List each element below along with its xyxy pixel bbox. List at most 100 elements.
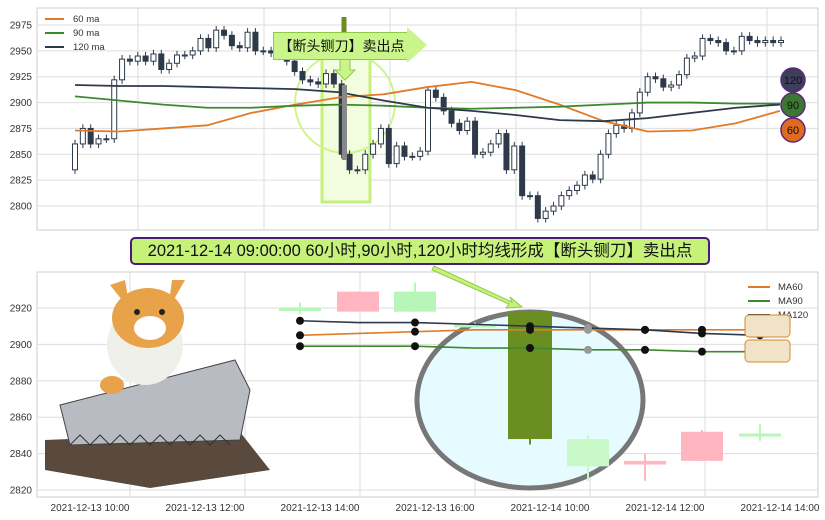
candle-body [715,40,722,44]
candle-body [472,120,479,155]
ma-point [641,325,649,334]
ma-point [411,318,419,327]
legend-label: 120 ma [73,42,105,53]
ma-point [641,345,649,354]
legend-label: 90 ma [73,28,100,39]
ma-point [698,329,706,338]
y-tick-label: 2920 [10,304,33,315]
ma-point [526,322,534,331]
y-tick-label: 2840 [10,449,33,460]
x-tick-label: 2021-12-13 14:00 [281,503,360,514]
candle-body [479,151,486,155]
candle-body [644,76,651,93]
ma-badge [780,117,806,143]
candle-body [236,45,243,49]
candle-body [613,124,620,135]
candle-body [166,62,173,70]
candle-body [150,53,157,62]
sell-point-arrow-icon [407,27,427,63]
ma-badge [780,67,806,93]
ma-point [584,324,592,333]
candle-body [526,195,533,198]
candle-body [567,439,609,467]
candle-body [346,153,353,171]
ma-point [584,345,592,354]
candle-body [252,31,259,52]
signal-banner: 2021-12-14 09:00:00 60小时,90小时,120小时均线形成【… [130,237,710,265]
candle-body [487,143,494,153]
candle-body [221,29,228,36]
y-tick-label: 2975 [10,21,33,32]
x-tick-label: 2021-12-14 12:00 [626,503,705,514]
ma-point [411,342,419,351]
candle-body [519,145,526,197]
candle-body [432,89,439,98]
base-plate [45,432,270,488]
candle-body [597,153,604,180]
legend-label: MA120 [778,310,808,321]
candle-body [279,308,321,311]
down-arrow-icon [333,57,357,81]
corgi-paw [100,376,124,394]
candle-body [228,34,235,47]
candle-body [244,31,251,49]
candle-body [676,74,683,86]
candle-body [181,54,188,57]
candle-body [652,76,659,80]
candle-body [683,57,690,76]
candle-body [213,29,220,49]
candle-body [111,79,118,140]
y-tick-label: 2825 [10,176,33,187]
candle-body [566,189,573,197]
candle-body [668,84,675,88]
candle-body [79,127,86,145]
candle-body [72,143,78,171]
candle-body [723,42,730,52]
candle-body [299,71,306,81]
ma-badge-label: 90 [787,100,799,112]
candle-body [134,55,141,62]
candle-body [95,138,102,145]
candle-body [739,433,781,437]
candle-body [291,60,298,73]
ma-point [411,327,419,336]
candle-body [456,122,463,131]
legend-label: MA90 [778,296,803,307]
candle-body [315,81,322,85]
saw-blade-icon [59,359,251,446]
x-tick-label: 2021-12-13 16:00 [396,503,475,514]
candle-body [362,153,369,171]
candle-body [337,291,379,312]
candle-body [142,55,149,62]
ma-badge [780,92,806,118]
saw-teeth [69,434,231,446]
candle-body [393,145,400,165]
candle-body [754,40,761,44]
x-tick-label: 2021-12-14 10:00 [511,503,590,514]
candle-body [624,460,666,465]
y-tick-label: 2950 [10,46,33,57]
corgi-eye [159,309,165,315]
y-tick-label: 2820 [10,486,33,497]
top-candlestick-chart: 2800 2825 2850 2875 2900 2925 2950 2975 60 ma 90 … [10,7,819,231]
corgi-ear [168,280,185,310]
legend-label: MA60 [778,282,803,293]
candle-body [574,184,581,191]
candle-body [778,40,784,44]
candle-body [454,324,496,328]
candle-body [197,37,204,52]
y-tick-label: 2860 [10,413,33,424]
y-tick-label: 2875 [10,124,33,135]
guillotine-icon [744,314,791,338]
candle-body [401,145,408,157]
candle-body [377,127,384,145]
candle-body [158,53,165,70]
candle-body [425,89,431,152]
candle-body [511,145,518,171]
candle-body [409,155,416,158]
candle-body [542,210,549,219]
ma-badge-label: 60 [787,125,799,137]
candle-body [503,133,510,171]
signal-candle [342,85,347,160]
